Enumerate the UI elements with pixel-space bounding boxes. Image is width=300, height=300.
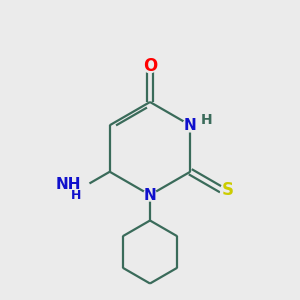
Ellipse shape xyxy=(220,183,236,196)
Text: H: H xyxy=(71,189,81,202)
Text: N: N xyxy=(184,118,197,133)
Ellipse shape xyxy=(75,180,90,194)
Text: H: H xyxy=(201,113,213,127)
Ellipse shape xyxy=(143,189,157,201)
Text: S: S xyxy=(222,181,234,199)
Ellipse shape xyxy=(142,59,158,73)
Text: O: O xyxy=(143,57,157,75)
Ellipse shape xyxy=(183,118,198,132)
Text: N: N xyxy=(144,188,156,202)
Text: NH: NH xyxy=(56,177,81,192)
